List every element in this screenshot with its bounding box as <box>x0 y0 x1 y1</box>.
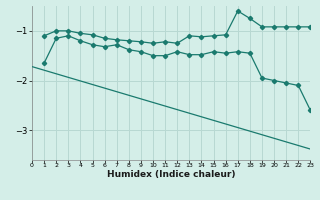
X-axis label: Humidex (Indice chaleur): Humidex (Indice chaleur) <box>107 170 236 179</box>
